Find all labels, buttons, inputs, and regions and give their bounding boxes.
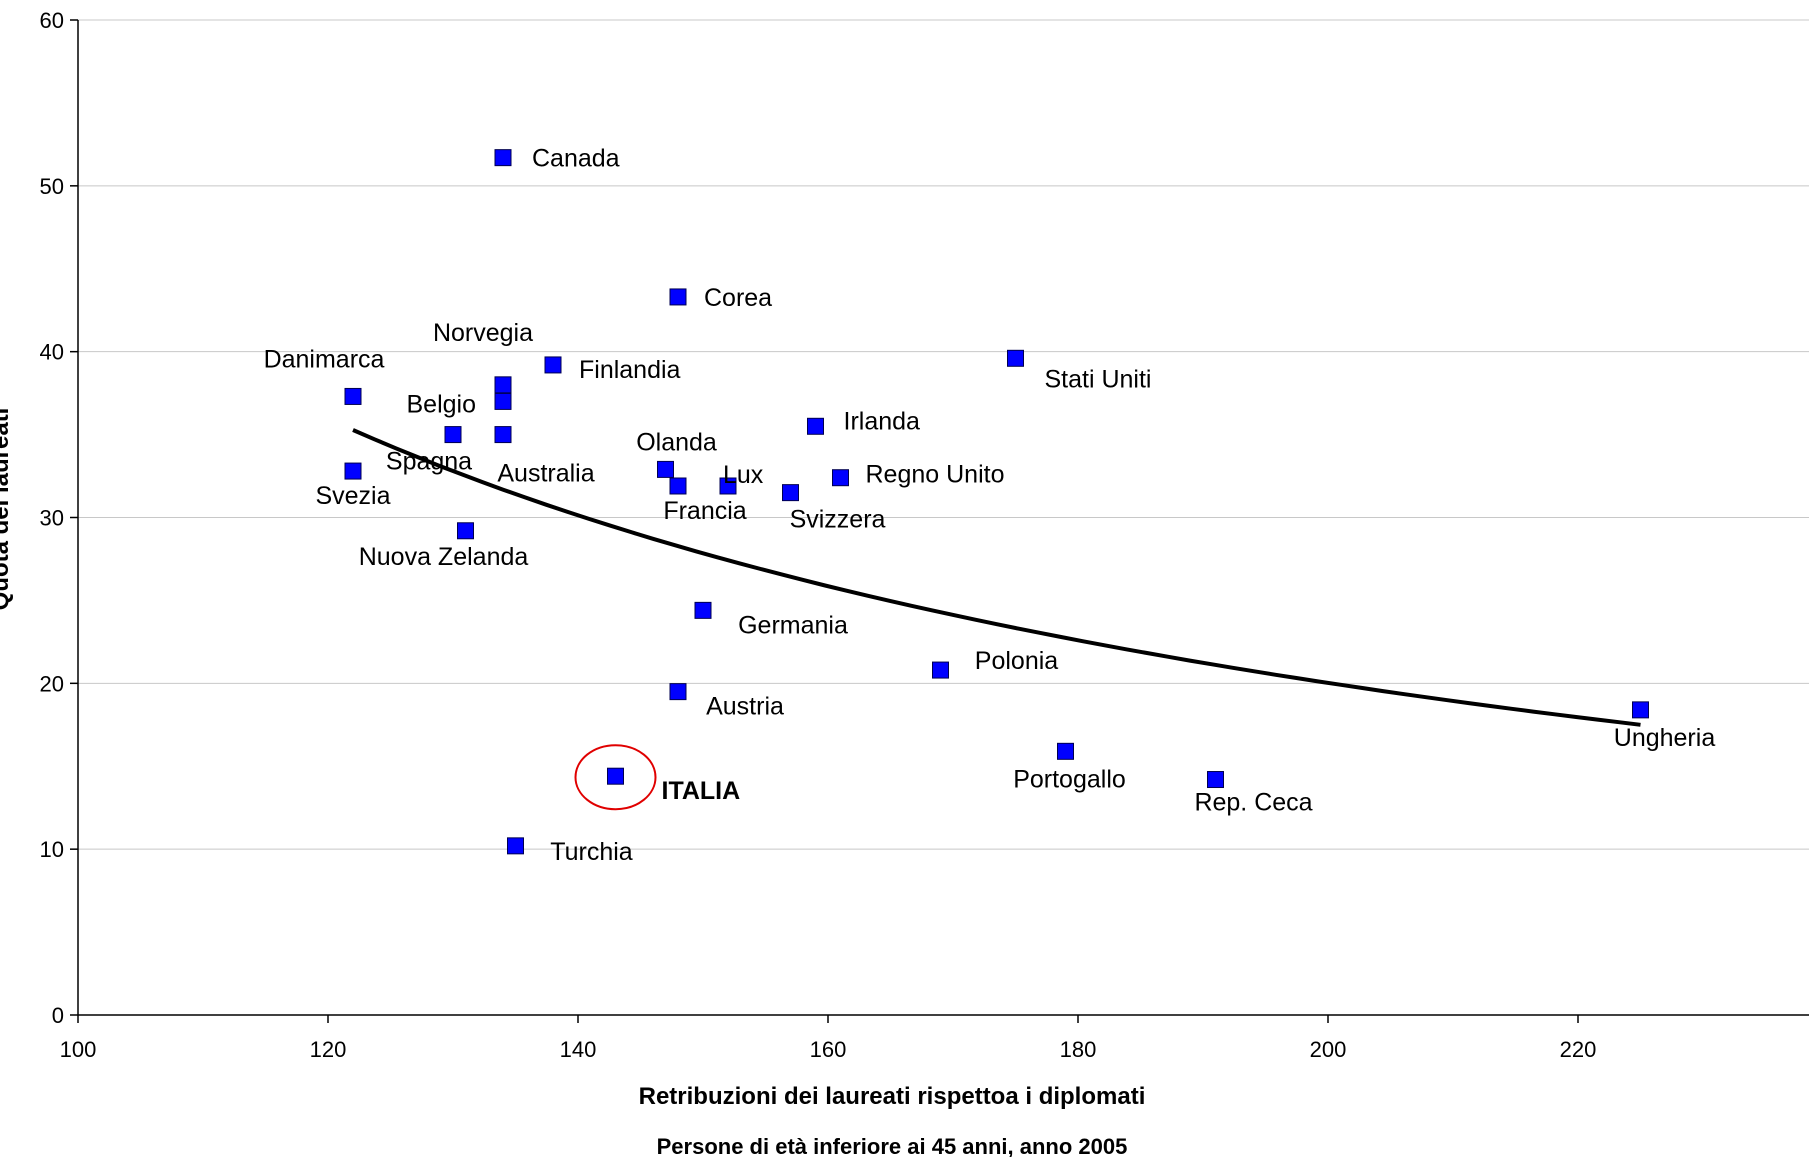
y-axis-label: Quota dei laureati	[0, 408, 14, 611]
point-label: Francia	[663, 497, 746, 525]
data-point	[932, 661, 949, 679]
x-tick-label: 160	[810, 1037, 847, 1062]
point-label: Belgio	[407, 390, 477, 418]
point-label: Lux	[723, 461, 764, 489]
point-label: Polonia	[975, 647, 1058, 675]
data-point	[494, 149, 512, 167]
highlight-circle	[574, 744, 657, 811]
point-label: Canada	[532, 145, 620, 173]
data-point	[494, 392, 512, 410]
data-point	[494, 376, 512, 394]
trend-line	[352, 428, 1641, 727]
x-tick-label: 180	[1060, 1037, 1097, 1062]
data-point	[494, 426, 512, 444]
point-label: Austria	[706, 693, 784, 721]
point-label: Danimarca	[264, 345, 385, 373]
x-tick-label: 200	[1310, 1037, 1347, 1062]
data-point	[782, 484, 799, 502]
x-axis-label: Retribuzioni dei laureati rispettoa i di…	[639, 1083, 1146, 1110]
point-label: ITALIA	[662, 777, 741, 805]
data-point	[607, 767, 624, 785]
point-label: Ungheria	[1614, 724, 1716, 752]
gridlines	[78, 19, 1809, 850]
data-point	[719, 477, 737, 495]
data-point	[457, 522, 474, 540]
y-tick-labels: 0 10 20 30 40 50 60	[40, 8, 64, 1028]
data-point	[507, 837, 524, 855]
y-tick-label: 60	[40, 8, 64, 33]
point-label: Rep. Ceca	[1194, 789, 1312, 817]
x-tick-label: 120	[310, 1037, 347, 1062]
y-tick-label: 50	[40, 174, 64, 199]
x-tick-labels: 100 120 140 160 180 200 220	[60, 1037, 1597, 1062]
x-tick-label: 100	[60, 1037, 97, 1062]
axes	[70, 19, 1809, 1023]
point-label: Svizzera	[790, 506, 886, 534]
y-tick-label: 40	[40, 340, 64, 365]
point-label: Regno Unito	[866, 461, 1005, 489]
point-label: Corea	[704, 284, 772, 312]
data-point	[344, 462, 362, 480]
y-tick-label: 0	[52, 1003, 64, 1028]
point-label: Nuova Zelanda	[359, 543, 529, 571]
point-label: Olanda	[636, 428, 717, 456]
point-label: Spagna	[386, 448, 472, 476]
data-point	[544, 356, 562, 374]
point-label: Finlandia	[579, 356, 681, 384]
data-point	[669, 288, 687, 306]
point-label: Norvegia	[433, 319, 533, 347]
data-point	[669, 683, 687, 701]
point-label: Australia	[497, 460, 594, 488]
point-label: Stati Uniti	[1045, 365, 1152, 393]
data-point	[1007, 349, 1024, 367]
data-point	[1057, 742, 1074, 760]
data-point	[669, 477, 687, 495]
data-points: Canada Corea Stati Uniti Finlandia Norvegia B…	[264, 145, 1716, 866]
chart-note: Persone di età inferiore ai 45 anni, ann…	[657, 1134, 1128, 1157]
point-label: Turchia	[550, 838, 633, 866]
point-label: Svezia	[315, 482, 390, 510]
data-point	[444, 426, 462, 444]
point-label: Irlanda	[844, 407, 921, 435]
y-tick-label: 10	[40, 837, 64, 862]
data-point	[807, 417, 824, 435]
point-label: Portogallo	[1013, 765, 1126, 793]
x-tick-label: 220	[1560, 1037, 1597, 1062]
data-point	[1207, 771, 1224, 789]
y-tick-label: 30	[40, 506, 64, 531]
x-tick-label: 140	[560, 1037, 597, 1062]
data-point	[657, 460, 674, 478]
data-point	[1632, 701, 1649, 719]
data-point	[832, 469, 849, 487]
data-point	[694, 601, 712, 619]
point-label: Germania	[738, 611, 848, 639]
data-point	[344, 387, 362, 405]
y-tick-label: 20	[40, 671, 64, 696]
